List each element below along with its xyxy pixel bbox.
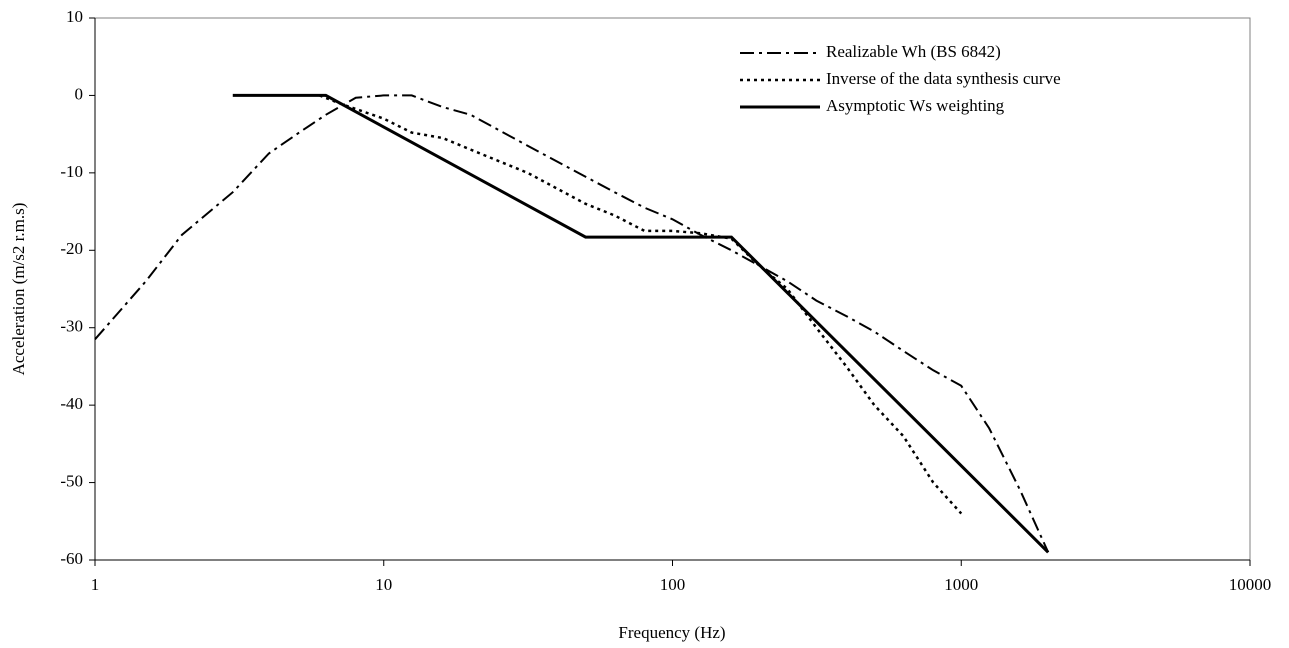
legend-label: Inverse of the data synthesis curve — [826, 69, 1061, 88]
x-axis-label: Frequency (Hz) — [618, 623, 725, 642]
legend-label: Realizable Wh (BS 6842) — [826, 42, 1001, 61]
y-tick-label: -10 — [60, 162, 83, 181]
series-line — [232, 93, 1050, 554]
x-tick-label: 1000 — [944, 575, 978, 594]
y-axis-label: Acceleration (m/s2 r.m.s) — [9, 203, 28, 376]
legend-label: Asymptotic Ws weighting — [826, 96, 1005, 115]
y-tick-label: 0 — [75, 84, 84, 103]
y-tick-label: -20 — [60, 239, 83, 258]
y-tick-label: 10 — [66, 7, 83, 26]
y-tick-label: -60 — [60, 549, 83, 568]
x-tick-label: 10000 — [1229, 575, 1272, 594]
x-tick-label: 10 — [375, 575, 392, 594]
y-tick-label: -30 — [60, 317, 83, 336]
series-line — [94, 94, 1050, 553]
y-tick-label: -50 — [60, 471, 83, 490]
series-line — [319, 94, 963, 515]
x-tick-label: 100 — [660, 575, 686, 594]
plot-frame — [94, 17, 1251, 561]
x-tick-label: 1 — [91, 575, 100, 594]
y-tick-label: -40 — [60, 394, 83, 413]
